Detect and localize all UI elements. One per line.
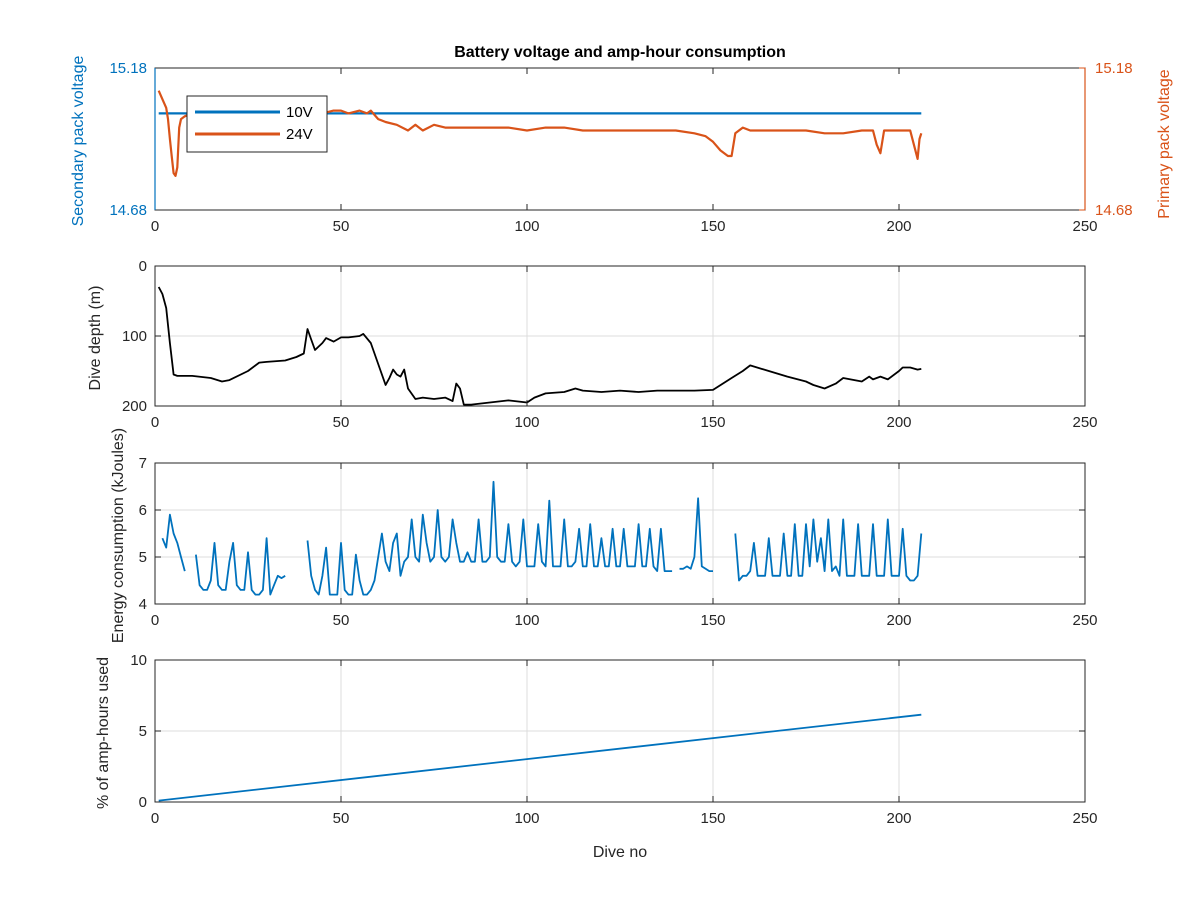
x-tick-label: 200 [886, 414, 911, 431]
series-line-3 [306, 480, 673, 596]
legend-label-24v: 24V [286, 126, 313, 143]
x-tick-label: 0 [151, 218, 159, 235]
y-tick-label: 4 [139, 596, 147, 613]
series-line-2 [195, 537, 286, 596]
x-tick-label: 200 [886, 218, 911, 235]
x-tick-label: 150 [700, 414, 725, 431]
y-axis-label-right: Primary pack voltage [1156, 69, 1173, 218]
panel-1: 0 50 100 150 200 25014.6815.1814.6815.18Prima… [70, 44, 1173, 235]
x-tick-label: 250 [1072, 810, 1097, 827]
legend-box [186, 95, 328, 153]
series-line-5 [734, 518, 923, 582]
series-line-1 [158, 713, 922, 802]
y-axis-label: Energy consumption (kJoules) [110, 428, 127, 643]
x-tick-label: 50 [333, 612, 350, 629]
y-tick-label: 100 [122, 328, 147, 345]
x-tick-label: 0 [151, 810, 159, 827]
y-axis-label: Dive depth (m) [87, 286, 104, 391]
x-tick-label: 150 [700, 612, 725, 629]
x-tick-label: 200 [886, 810, 911, 827]
panel-3: 0 50 100 150 200 250 4 5 6 7 Energy consumption (k… [110, 428, 1098, 643]
y-tick-label: 15.18 [109, 60, 147, 77]
x-tick-label: 250 [1072, 218, 1097, 235]
y-tick-label: 6 [139, 502, 147, 519]
y-tick-label: 0 [139, 258, 147, 275]
y-tick-label: 0 [139, 794, 147, 811]
series-line-1 [161, 513, 186, 572]
panel-2: 0 50 100 150 200 250 0 100 200 Dive depth (m) [87, 258, 1098, 431]
x-tick-label: 100 [514, 612, 539, 629]
y-tick-label: 10 [130, 652, 147, 669]
y-tick-label: 5 [139, 549, 147, 566]
x-tick-label: 50 [333, 218, 350, 235]
x-tick-label: 100 [514, 218, 539, 235]
chart-title: Battery voltage and amp-hour consumption [454, 44, 786, 61]
y-tick-label: 5 [139, 723, 147, 740]
x-tick-label: 50 [333, 414, 350, 431]
y-right-tick-label: 14.68 [1095, 202, 1133, 219]
x-tick-label: 150 [700, 810, 725, 827]
x-tick-label: 200 [886, 612, 911, 629]
axes-frame [154, 462, 1086, 605]
panel-4: 0 50 100 150 200 250 0 5 10 % of amp-hours used Di… [95, 652, 1098, 861]
x-tick-label: 150 [700, 218, 725, 235]
x-tick-label: 0 [151, 414, 159, 431]
x-axis-label: Dive no [593, 844, 647, 861]
x-tick-label: 250 [1072, 414, 1097, 431]
y-axis-label: % of amp-hours used [95, 657, 112, 809]
x-tick-label: 50 [333, 810, 350, 827]
x-tick-label: 100 [514, 810, 539, 827]
legend-label-10v: 10V [286, 104, 313, 121]
y-axis-label: Secondary pack voltage [70, 56, 87, 227]
y-tick-label: 200 [122, 398, 147, 415]
y-tick-label: 7 [139, 455, 147, 472]
y-tick-label: 14.68 [109, 202, 147, 219]
x-tick-label: 100 [514, 414, 539, 431]
x-tick-label: 250 [1072, 612, 1097, 629]
axes-box [154, 462, 1086, 605]
series-line-1 [157, 286, 922, 406]
series-line-4 [679, 497, 713, 572]
y-right-tick-label: 15.18 [1095, 60, 1133, 77]
x-tick-label: 0 [151, 612, 159, 629]
